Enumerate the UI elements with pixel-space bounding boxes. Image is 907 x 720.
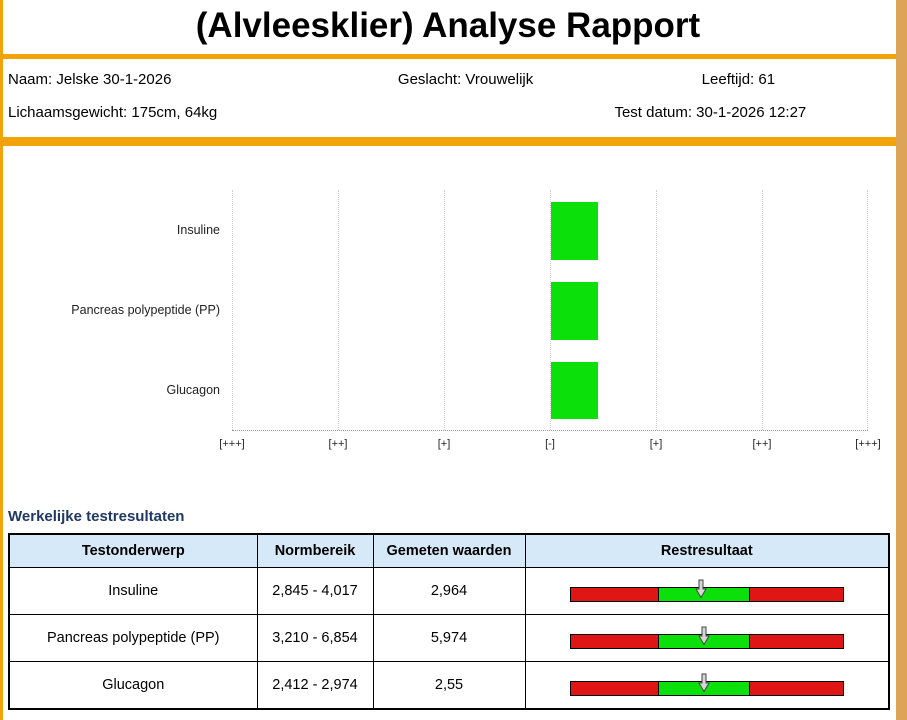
cell-rest-result <box>524 660 890 709</box>
result-chart: Insuline Pancreas polypeptide (PP) Gluca… <box>0 189 896 458</box>
patient-name: Naam: Jelske 30-1-2026 <box>8 70 172 88</box>
result-marker-icon <box>698 673 711 693</box>
results-table: Testonderwerp Normbereik Gemeten waarden… <box>8 532 890 710</box>
x-tick-label: [+++] <box>855 437 881 450</box>
chart-category-label: Glucagon <box>166 382 220 397</box>
range-segment-low <box>570 682 658 695</box>
x-tick-label: [++] <box>752 437 772 450</box>
cell-measured-value: 2,55 <box>372 660 526 709</box>
cell-measured-value: 2,964 <box>372 566 526 615</box>
range-segment-normal <box>657 588 751 601</box>
result-marker-icon <box>695 579 708 599</box>
window-border-right <box>896 0 907 720</box>
cell-test-name: Pancreas polypeptide (PP) <box>8 613 258 662</box>
gridline <box>232 189 233 430</box>
cell-norm-range: 2,412 - 2,974 <box>256 660 374 709</box>
cell-norm-range: 3,210 - 6,854 <box>256 613 374 662</box>
column-header-normbereik: Normbereik <box>256 533 374 568</box>
cell-rest-result <box>524 613 890 662</box>
x-tick-label: [++] <box>328 437 348 450</box>
patient-info-section: Naam: Jelske 30-1-2026 Geslacht: Vrouwel… <box>0 59 896 137</box>
column-header-testonderwerp: Testonderwerp <box>8 533 258 568</box>
gridline <box>338 189 339 430</box>
test-date: Test datum: 30-1-2026 12:27 <box>614 103 807 121</box>
chart-category-axis: Insuline Pancreas polypeptide (PP) Gluca… <box>0 190 232 458</box>
patient-gender: Geslacht: Vrouwelijk <box>397 70 534 88</box>
gridline <box>656 189 657 430</box>
column-header-restresultaat: Restresultaat <box>524 533 890 568</box>
results-heading: Werkelijke testresultaten <box>8 507 185 525</box>
chart-category-label: Insuline <box>176 222 220 237</box>
gridline <box>761 189 763 430</box>
chart-plot-column: [+++] [++] [+] [-] [+] [++] [+++] <box>219 189 881 458</box>
divider-orange-top <box>0 53 896 59</box>
gridline <box>443 189 445 430</box>
divider-orange-bottom <box>0 136 896 146</box>
cell-test-name: Insuline <box>8 566 258 615</box>
chart-bar-glucagon <box>550 361 598 419</box>
patient-body: Lichaamsgewicht: 175cm, 64kg <box>8 103 218 121</box>
range-segment-high <box>750 635 843 648</box>
cell-norm-range: 2,845 - 4,017 <box>256 566 374 615</box>
chart-plot-area <box>232 189 868 431</box>
info-spacer <box>342 104 588 121</box>
result-range-bar <box>569 626 844 649</box>
patient-age: Leeftijd: 61 <box>701 70 776 88</box>
x-tick-label: [-] <box>545 437 555 450</box>
x-tick-label: [+] <box>437 437 451 450</box>
chart-bar-pp <box>550 281 598 340</box>
result-range-bar <box>569 579 844 602</box>
range-segment-low <box>570 635 658 648</box>
table-row: Glucagon 2,412 - 2,974 2,55 <box>8 660 890 709</box>
gridline <box>550 189 551 430</box>
report-title: (Alvleesklier) Analyse Rapport <box>195 6 701 45</box>
report-page: (Alvleesklier) Analyse Rapport Naam: Jel… <box>0 6 896 710</box>
chart-bar-insuline <box>550 201 598 260</box>
table-row: Insuline 2,845 - 4,017 2,964 <box>8 566 890 615</box>
result-marker-icon <box>698 626 711 646</box>
range-segment-low <box>570 588 658 601</box>
table-row: Pancreas polypeptide (PP) 3,210 - 6,854 … <box>8 613 890 662</box>
chart-category-label: Pancreas polypeptide (PP) <box>71 302 220 317</box>
x-tick-label: [+++] <box>219 437 245 450</box>
gridline <box>867 189 868 430</box>
chart-x-axis: [+++] [++] [+] [-] [+] [++] [+++] <box>219 437 880 458</box>
range-segment-high <box>750 588 843 601</box>
range-segment-high <box>750 682 843 695</box>
window-border-left <box>0 0 3 720</box>
cell-test-name: Glucagon <box>8 660 258 709</box>
column-header-gemeten-waarden: Gemeten waarden <box>372 533 526 568</box>
cell-measured-value: 5,974 <box>372 613 526 662</box>
result-range-bar <box>569 673 844 696</box>
x-tick-label: [+] <box>649 437 663 450</box>
cell-rest-result <box>524 566 890 615</box>
table-header-row: Testonderwerp Normbereik Gemeten waarden… <box>8 533 890 568</box>
